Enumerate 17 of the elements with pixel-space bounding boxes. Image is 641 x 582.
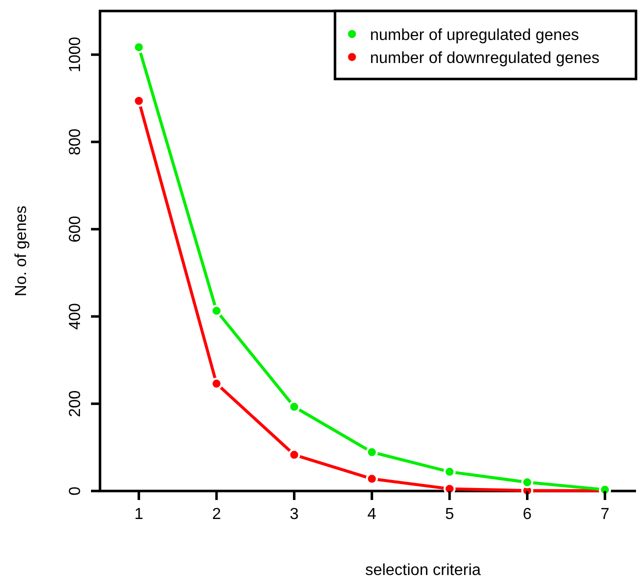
x-tick-label: 3 bbox=[290, 506, 299, 523]
y-tick-label: 400 bbox=[67, 303, 84, 330]
x-tick-label: 6 bbox=[522, 506, 532, 523]
x-tick-label: 7 bbox=[600, 506, 610, 523]
legend-label: number of upregulated genes bbox=[370, 27, 580, 44]
legend-label: number of downregulated genes bbox=[370, 50, 600, 67]
y-tick-label: 1000 bbox=[67, 36, 84, 72]
y-axis-title: No. of genes bbox=[13, 206, 30, 296]
y-tick-label: 0 bbox=[67, 486, 84, 496]
x-tick-label: 4 bbox=[367, 506, 376, 523]
y-tick-label: 200 bbox=[67, 390, 84, 418]
x-axis-title: selection criteria bbox=[365, 562, 481, 579]
y-tick-label: 600 bbox=[67, 216, 84, 243]
x-tick-label: 5 bbox=[445, 506, 454, 523]
x-tick-label: 2 bbox=[212, 506, 222, 523]
y-tick-label: 800 bbox=[67, 128, 84, 156]
x-tick-label: 1 bbox=[134, 506, 144, 523]
